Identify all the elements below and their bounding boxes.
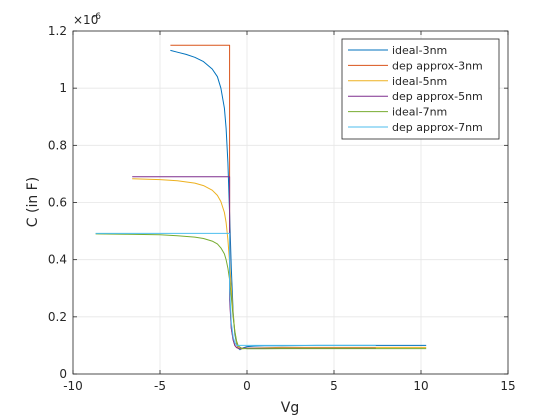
legend-label-2: dep approx-3nm — [392, 59, 483, 72]
x-tick-label: -5 — [154, 379, 166, 393]
y-exponent-base: ×10 — [73, 13, 98, 27]
y-tick-label: 1.2 — [48, 24, 67, 38]
legend-label-4: dep approx-5nm — [392, 90, 483, 103]
legend-label-5: ideal-7nm — [392, 106, 447, 119]
legend-label-1: ideal-3nm — [392, 44, 447, 57]
y-tick-label: 0.6 — [48, 196, 67, 210]
tick-labels: -10 -5 0 5 10 15 0 0.2 0.4 0.6 0.8 1 1.2 — [48, 24, 516, 393]
series-group — [95, 44, 427, 351]
series-line-5 — [95, 233, 427, 350]
legend: ideal-3nm dep approx-3nm ideal-5nm dep appr… — [341, 38, 500, 140]
y-exponent-power: -6 — [92, 12, 101, 22]
y-tick-label: 0 — [59, 367, 67, 381]
legend-label-6: dep approx-7nm — [392, 121, 483, 134]
series-line-3 — [132, 178, 427, 350]
axis-ticks — [72, 30, 509, 375]
series-line-6 — [95, 232, 376, 346]
y-tick-label: 0.8 — [48, 138, 67, 152]
legend-box — [341, 38, 500, 140]
x-axis-label: Vg — [281, 400, 299, 416]
x-tick-label: 15 — [500, 379, 515, 393]
x-tick-label: -10 — [63, 379, 83, 393]
y-tick-label: 1 — [59, 81, 67, 95]
x-tick-label: 10 — [413, 379, 428, 393]
x-tick-label: 5 — [330, 379, 338, 393]
y-axis-label: C (in F) — [25, 177, 41, 227]
y-tick-label: 0.2 — [48, 310, 67, 324]
legend-label-3: ideal-5nm — [392, 75, 447, 88]
x-tick-label: 0 — [243, 379, 251, 393]
y-tick-label: 0.4 — [48, 253, 67, 267]
legend-items: ideal-3nm dep approx-3nm ideal-5nm dep appr… — [348, 44, 483, 134]
